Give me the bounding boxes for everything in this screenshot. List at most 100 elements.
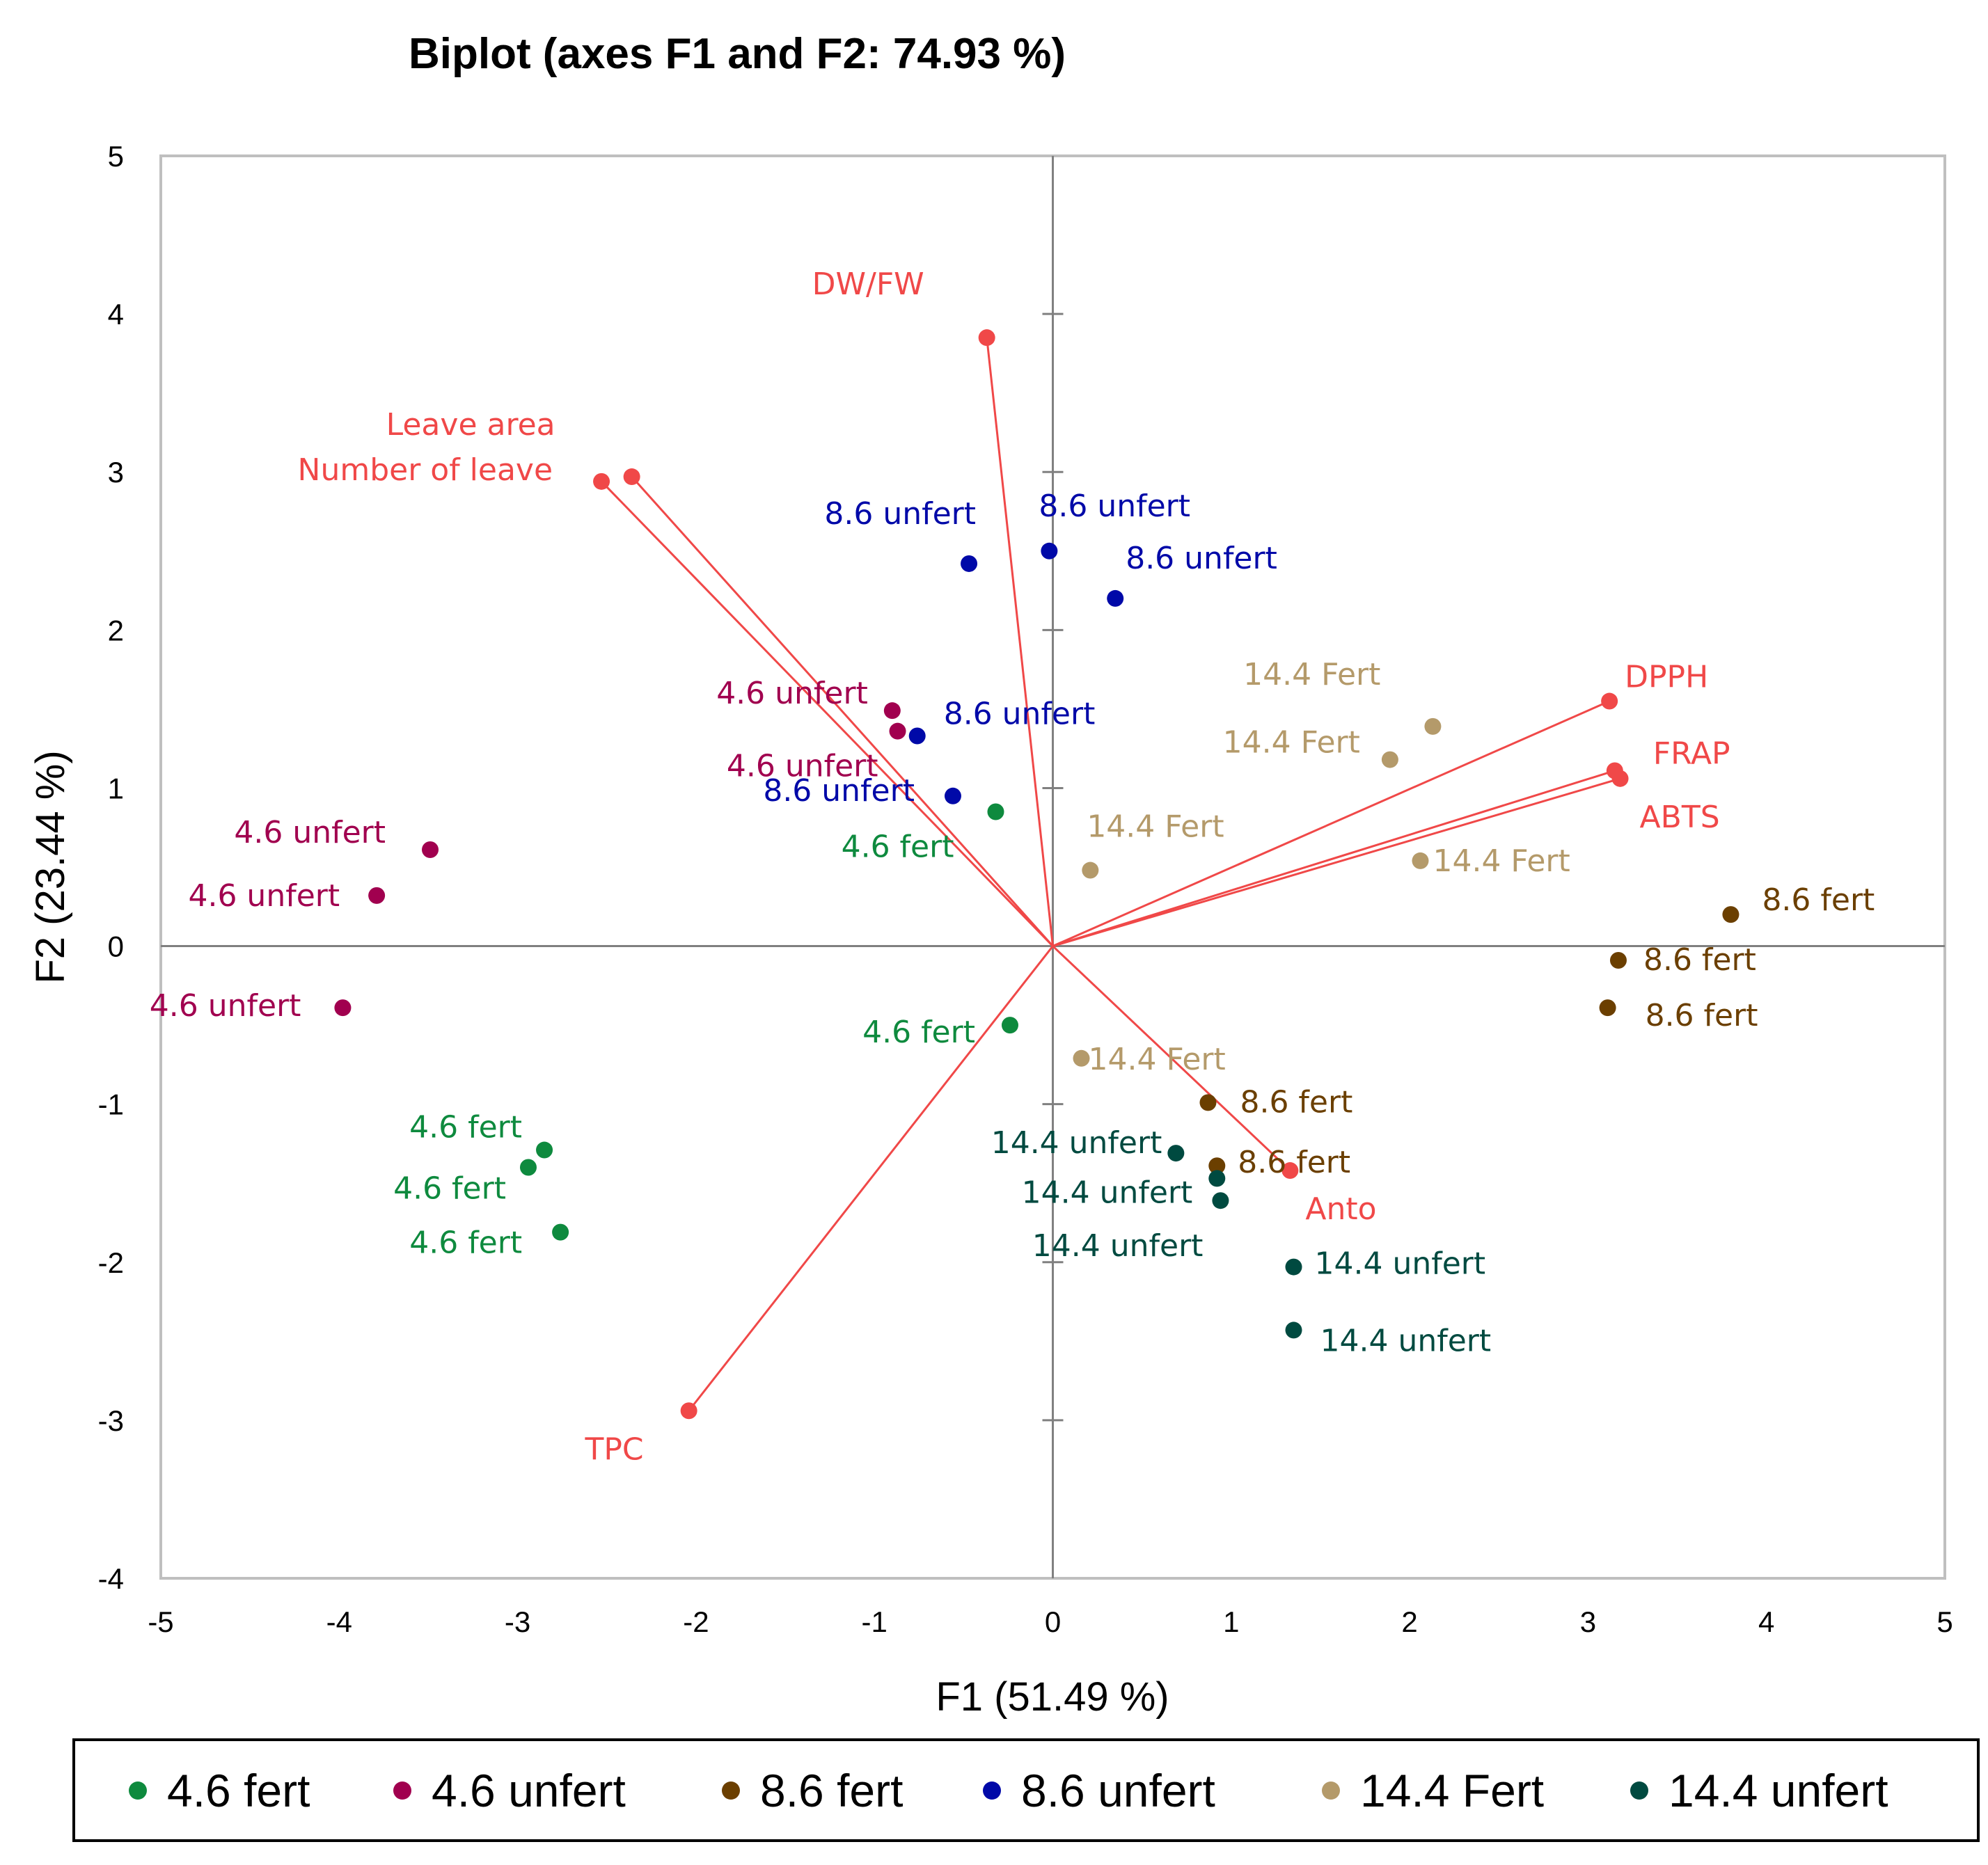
vector-line-frap	[1052, 770, 1616, 947]
variable-label-dw-fw: DW/FW	[812, 267, 924, 302]
vector-end-anto	[1281, 1162, 1299, 1180]
point-label-4-6-unfert: 4.6 unfert	[716, 676, 868, 711]
y-tick-label: -2	[98, 1246, 124, 1279]
variable-label-abts: ABTS	[1640, 800, 1720, 835]
point-4-6-unfert	[422, 841, 439, 859]
point-label-8-6-unfert: 8.6 unfert	[824, 496, 976, 532]
vector-end-leave-area	[623, 468, 640, 486]
variable-label-number-of-leave: Number of leave	[298, 452, 553, 488]
point-label-14-4-fert: 14.4 Fert	[1243, 657, 1380, 692]
point-8-6-unfert	[961, 555, 978, 572]
point-8-6-unfert	[944, 787, 961, 804]
point-label-14-4-unfert: 14.4 unfert	[1320, 1323, 1492, 1358]
point-8-6-fert	[1199, 1094, 1217, 1111]
point-14-4-fert	[1381, 751, 1398, 768]
point-label-8-6-fert: 8.6 fert	[1646, 998, 1758, 1033]
tick-labels-group: -5 -4 -3 -2 -1 0 1 2 3 4 5 -4 -3 -2 -1 0 1 2 3 4 5	[98, 140, 1953, 1638]
x-tick-label: -3	[505, 1605, 530, 1638]
x-tick-label: -1	[862, 1605, 888, 1638]
point-label-8-6-fert: 8.6 fert	[1238, 1145, 1350, 1180]
point-label-8-6-unfert: 8.6 unfert	[763, 773, 915, 809]
variable-label-anto: Anto	[1305, 1191, 1376, 1227]
point-label-4-6-unfert: 4.6 unfert	[727, 749, 878, 784]
legend-marker-4-6-fert	[129, 1781, 147, 1800]
point-8-6-fert	[1609, 951, 1627, 969]
x-tick-label: -5	[148, 1605, 173, 1638]
vector-line-anto	[1052, 945, 1291, 1172]
x-tick-label: -2	[683, 1605, 709, 1638]
vector-line-tpc	[688, 945, 1054, 1412]
chart-title: Biplot (axes F1 and F2: 74.93 %)	[409, 30, 1066, 78]
point-14-4-unfert	[1208, 1170, 1226, 1187]
legend-marker-14-4-fert	[1322, 1781, 1340, 1800]
legend-label-14-4-unfert: 14.4 unfert	[1668, 1765, 1888, 1816]
x-tick-label: 1	[1223, 1605, 1239, 1638]
x-tick-label: 5	[1936, 1605, 1952, 1638]
legend-label-8-6-fert: 8.6 fert	[760, 1765, 903, 1816]
legend-label-4-6-unfert: 4.6 unfert	[432, 1765, 626, 1816]
variable-vectors-group	[593, 329, 1629, 1420]
point-14-4-unfert	[1285, 1258, 1302, 1276]
point-label-14-4-fert: 14.4 Fert	[1223, 725, 1360, 761]
vector-line-abts	[1052, 777, 1620, 947]
y-tick-label: -3	[98, 1404, 124, 1437]
vector-line-dw-fw	[986, 338, 1054, 946]
point-label-4-6-unfert: 4.6 unfert	[150, 988, 301, 1024]
vector-end-dw-fw	[978, 329, 995, 347]
point-4-6-fert	[1001, 1017, 1018, 1034]
variable-label-leave-area: Leave area	[386, 407, 555, 443]
point-label-8-6-unfert: 8.6 unfert	[944, 696, 1096, 731]
legend-label-14-4-fert: 14.4 Fert	[1360, 1765, 1544, 1816]
legend: 4.6 fert 4.6 unfert 8.6 fert 8.6 unfert 14.4…	[129, 1765, 1888, 1816]
point-label-14-4-unfert: 14.4 unfert	[1022, 1175, 1193, 1210]
point-label-8-6-fert: 8.6 fert	[1643, 942, 1756, 978]
point-8-6-unfert	[1107, 589, 1124, 607]
y-tick-label: 3	[108, 456, 124, 489]
point-label-8-6-unfert: 8.6 unfert	[1126, 541, 1277, 576]
point-label-4-6-fert: 4.6 fert	[409, 1110, 522, 1145]
point-label-8-6-fert: 8.6 fert	[1762, 882, 1875, 918]
vector-end-dpph	[1601, 692, 1618, 710]
point-label-4-6-fert: 4.6 fert	[842, 830, 954, 865]
point-8-6-unfert	[908, 727, 926, 745]
vector-end-tpc	[680, 1402, 697, 1420]
x-tick-label: 4	[1758, 1605, 1774, 1638]
point-label-8-6-fert: 8.6 fert	[1240, 1084, 1352, 1120]
legend-marker-14-4-unfert	[1630, 1781, 1648, 1800]
point-4-6-fert	[987, 803, 1004, 820]
y-tick-label: -4	[98, 1562, 124, 1595]
variable-label-dpph: DPPH	[1625, 660, 1708, 695]
y-axis-title: F2 (23.44 %)	[28, 750, 73, 983]
point-4-6-fert	[519, 1159, 537, 1176]
point-14-4-fert	[1424, 717, 1442, 735]
point-14-4-unfert	[1212, 1192, 1229, 1209]
x-tick-label: 3	[1580, 1605, 1596, 1638]
point-label-8-6-unfert: 8.6 unfert	[1039, 489, 1190, 524]
point-4-6-unfert	[889, 722, 906, 740]
y-tick-label: 1	[108, 772, 124, 804]
variable-label-tpc: TPC	[585, 1431, 644, 1467]
point-label-14-4-fert: 14.4 Fert	[1087, 809, 1224, 845]
legend-marker-8-6-unfert	[983, 1781, 1001, 1800]
vector-line-leave-area	[631, 476, 1054, 947]
point-14-4-fert	[1073, 1049, 1090, 1067]
point-14-4-fert	[1082, 862, 1099, 879]
point-14-4-unfert	[1167, 1145, 1185, 1162]
legend-box	[72, 1738, 1980, 1842]
point-4-6-unfert	[368, 887, 386, 904]
point-label-4-6-fert: 4.6 fert	[862, 1015, 975, 1050]
point-label-14-4-fert: 14.4 Fert	[1089, 1042, 1226, 1077]
point-label-4-6-fert: 4.6 fert	[393, 1171, 506, 1207]
y-tick-label: 2	[108, 614, 124, 646]
point-labels-group: DW/FW Leave area Number of leave DPPH FRAP AB…	[150, 267, 1875, 1467]
y-tick-label: 4	[108, 298, 124, 331]
x-tick-label: -4	[326, 1605, 352, 1638]
point-8-6-fert	[1208, 1157, 1226, 1175]
point-14-4-unfert	[1285, 1322, 1302, 1339]
observation-points-group	[334, 542, 1740, 1339]
legend-marker-8-6-fert	[722, 1781, 740, 1800]
vector-line-dpph	[1052, 700, 1610, 947]
vector-end-abts	[1611, 770, 1629, 787]
legend-label-4-6-fert: 4.6 fert	[167, 1765, 310, 1816]
